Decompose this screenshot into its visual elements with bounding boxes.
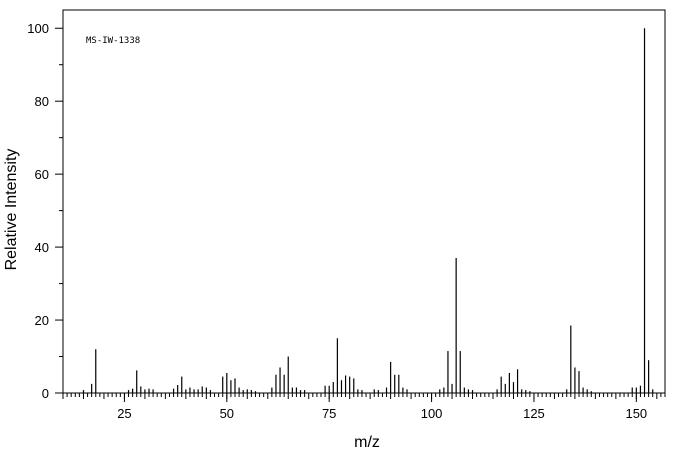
y-axis-title: Relative Intensity bbox=[3, 149, 20, 271]
y-tick-label: 0 bbox=[42, 386, 49, 401]
plot-frame bbox=[62, 9, 666, 394]
x-tick-label: 125 bbox=[523, 406, 545, 421]
x-axis-ticks: 25 50 75 100 125 150 bbox=[117, 393, 647, 421]
minor-tick-marks bbox=[62, 393, 666, 399]
y-tick-label: 100 bbox=[27, 21, 49, 36]
y-tick-label: 20 bbox=[35, 313, 49, 328]
y-axis-ticks: 0 20 40 60 80 100 bbox=[27, 21, 63, 401]
spectrum-id-label: MS-IW-1338 bbox=[86, 36, 140, 46]
y-tick-label: 40 bbox=[35, 240, 49, 255]
x-axis-title: m/z bbox=[354, 434, 380, 451]
x-tick-label: 75 bbox=[322, 406, 336, 421]
x-tick-label: 25 bbox=[117, 406, 131, 421]
spectrum-peaks bbox=[82, 28, 654, 393]
x-tick-label: 100 bbox=[421, 406, 443, 421]
y-tick-label: 60 bbox=[35, 167, 49, 182]
x-tick-label: 50 bbox=[220, 406, 234, 421]
x-tick-label: 150 bbox=[625, 406, 647, 421]
y-tick-label: 80 bbox=[35, 94, 49, 109]
